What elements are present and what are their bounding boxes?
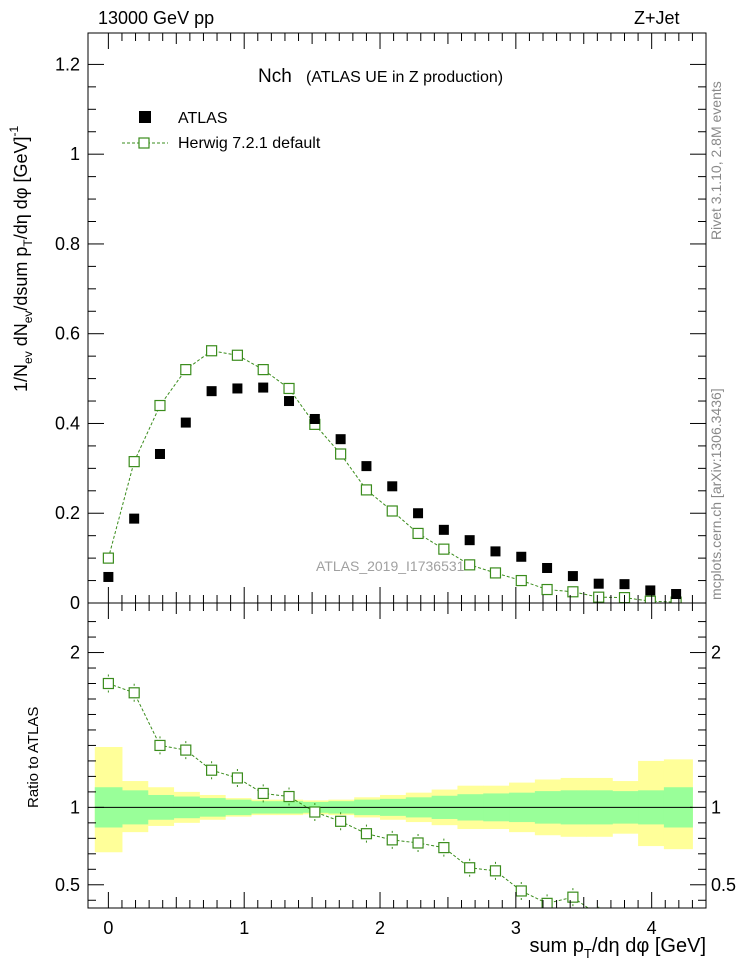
atlas-point xyxy=(232,383,243,394)
atlas-point xyxy=(490,546,501,557)
atlas-point xyxy=(284,396,295,407)
legend: ATLAS Herwig 7.2.1 default xyxy=(122,110,321,152)
x-axis-label: sum pT/dη dφ [GeV] xyxy=(529,935,706,961)
x-tick-label: 4 xyxy=(647,918,657,938)
ratio-point xyxy=(386,834,398,846)
analysis-watermark: ATLAS_2019_I1736531 xyxy=(316,558,465,574)
legend-herwig-marker xyxy=(138,137,150,149)
y-tick-label: 0.4 xyxy=(55,413,80,433)
atlas-point xyxy=(387,481,398,492)
atlas-point xyxy=(361,461,372,472)
ratio-y-tick-label: 0.5 xyxy=(55,875,80,895)
atlas-point xyxy=(309,413,320,424)
atlas-point xyxy=(567,571,578,582)
atlas-point xyxy=(154,448,165,459)
y-tick-label: 0.6 xyxy=(55,324,80,344)
herwig-point xyxy=(257,364,269,376)
herwig-point xyxy=(231,349,244,361)
herwig-point xyxy=(515,574,527,587)
ratio-y-tick-label-right: 2 xyxy=(711,643,721,663)
atlas-point xyxy=(129,513,140,524)
ratio-point xyxy=(154,739,166,752)
y-tick-label: 0.8 xyxy=(55,234,80,254)
ratio-y-axis-label: Ratio to ATLAS xyxy=(25,707,42,808)
ratio-point xyxy=(180,744,192,756)
y-tick-label: 0.2 xyxy=(55,503,80,523)
herwig-point xyxy=(644,595,656,603)
ratio-point xyxy=(257,787,269,800)
ratio-point xyxy=(102,677,114,690)
chart-title: Nch xyxy=(258,66,292,87)
ratio-point xyxy=(594,911,604,921)
ratio-point xyxy=(489,865,502,877)
herwig-point xyxy=(360,484,373,496)
ratio-point xyxy=(438,842,450,854)
y-tick-label: 0 xyxy=(70,593,80,613)
ratio-point xyxy=(360,828,373,840)
atlas-point xyxy=(593,578,604,589)
herwig-point xyxy=(593,591,605,603)
ratio-panel: 0.5 0.5 1 1 2 2 0 1 2 3 4 Ratio to ATLAS sum pT/dη d… xyxy=(25,602,736,961)
ratio-point xyxy=(231,772,244,784)
herwig-point xyxy=(386,505,398,517)
atlas-point xyxy=(438,524,449,535)
ratio-point xyxy=(412,837,424,849)
atlas-point xyxy=(103,571,114,582)
herwig-point xyxy=(154,399,166,412)
herwig-point xyxy=(567,586,579,598)
ratio-point xyxy=(335,815,347,827)
ratio-y-tick-label-right: 1 xyxy=(711,797,721,817)
herwig-point xyxy=(541,583,553,596)
ratio-point xyxy=(206,764,218,776)
herwig-point xyxy=(128,456,140,468)
header-right: Z+Jet xyxy=(634,8,680,28)
atlas-point xyxy=(619,579,630,590)
ratio-plot-area xyxy=(94,674,693,921)
x-tick-label: 0 xyxy=(103,918,113,938)
herwig-point xyxy=(489,567,502,579)
legend-herwig-label: Herwig 7.2.1 default xyxy=(178,135,321,152)
atlas-point xyxy=(542,562,553,573)
chart-subtitle: (ATLAS UE in Z production) xyxy=(306,69,503,86)
y-axis-label: 1/Nev dNev/dsum pT/dη dφ [GeV]-1 xyxy=(7,125,35,392)
herwig-point xyxy=(335,448,347,460)
y-tick-label: 1 xyxy=(70,144,80,164)
herwig-point xyxy=(464,559,476,571)
ratio-point xyxy=(283,790,295,803)
main-panel: 0 0.2 0.4 0.6 0.8 1 1.2 Nch (ATLAS UE in Z produ… xyxy=(7,32,707,613)
atlas-point xyxy=(671,589,682,600)
ratio-point xyxy=(567,891,579,903)
atlas-point xyxy=(645,585,656,596)
ratio-y-tick-label: 1 xyxy=(70,797,80,817)
herwig-point xyxy=(102,552,114,564)
atlas-point xyxy=(335,434,346,445)
ratio-y-tick-label: 2 xyxy=(70,643,80,663)
atlas-point xyxy=(413,508,424,519)
atlas-point xyxy=(258,382,269,393)
atlas-point xyxy=(180,417,191,428)
x-tick-label: 1 xyxy=(239,918,249,938)
legend-atlas-marker xyxy=(139,111,151,123)
header-left: 13000 GeV pp xyxy=(98,8,215,28)
herwig-point xyxy=(412,527,424,540)
herwig-point xyxy=(206,345,218,357)
ratio-point xyxy=(541,897,553,908)
atlas-point xyxy=(206,386,217,397)
atlas-point xyxy=(516,551,527,562)
ratio-frame xyxy=(87,602,707,909)
herwig-point xyxy=(180,364,192,376)
legend-atlas-label: ATLAS xyxy=(178,110,228,127)
ratio-point xyxy=(309,806,321,818)
x-tick-label: 3 xyxy=(511,918,521,938)
herwig-point xyxy=(438,543,450,555)
ratio-point xyxy=(128,687,140,699)
herwig-point xyxy=(283,382,295,395)
y-tick-label: 1.2 xyxy=(55,54,80,74)
atlas-point xyxy=(464,535,475,546)
x-tick-label: 2 xyxy=(375,918,385,938)
ratio-y-tick-label-right: 0.5 xyxy=(711,875,736,895)
ratio-point xyxy=(464,862,476,874)
ratio-point xyxy=(515,885,527,897)
